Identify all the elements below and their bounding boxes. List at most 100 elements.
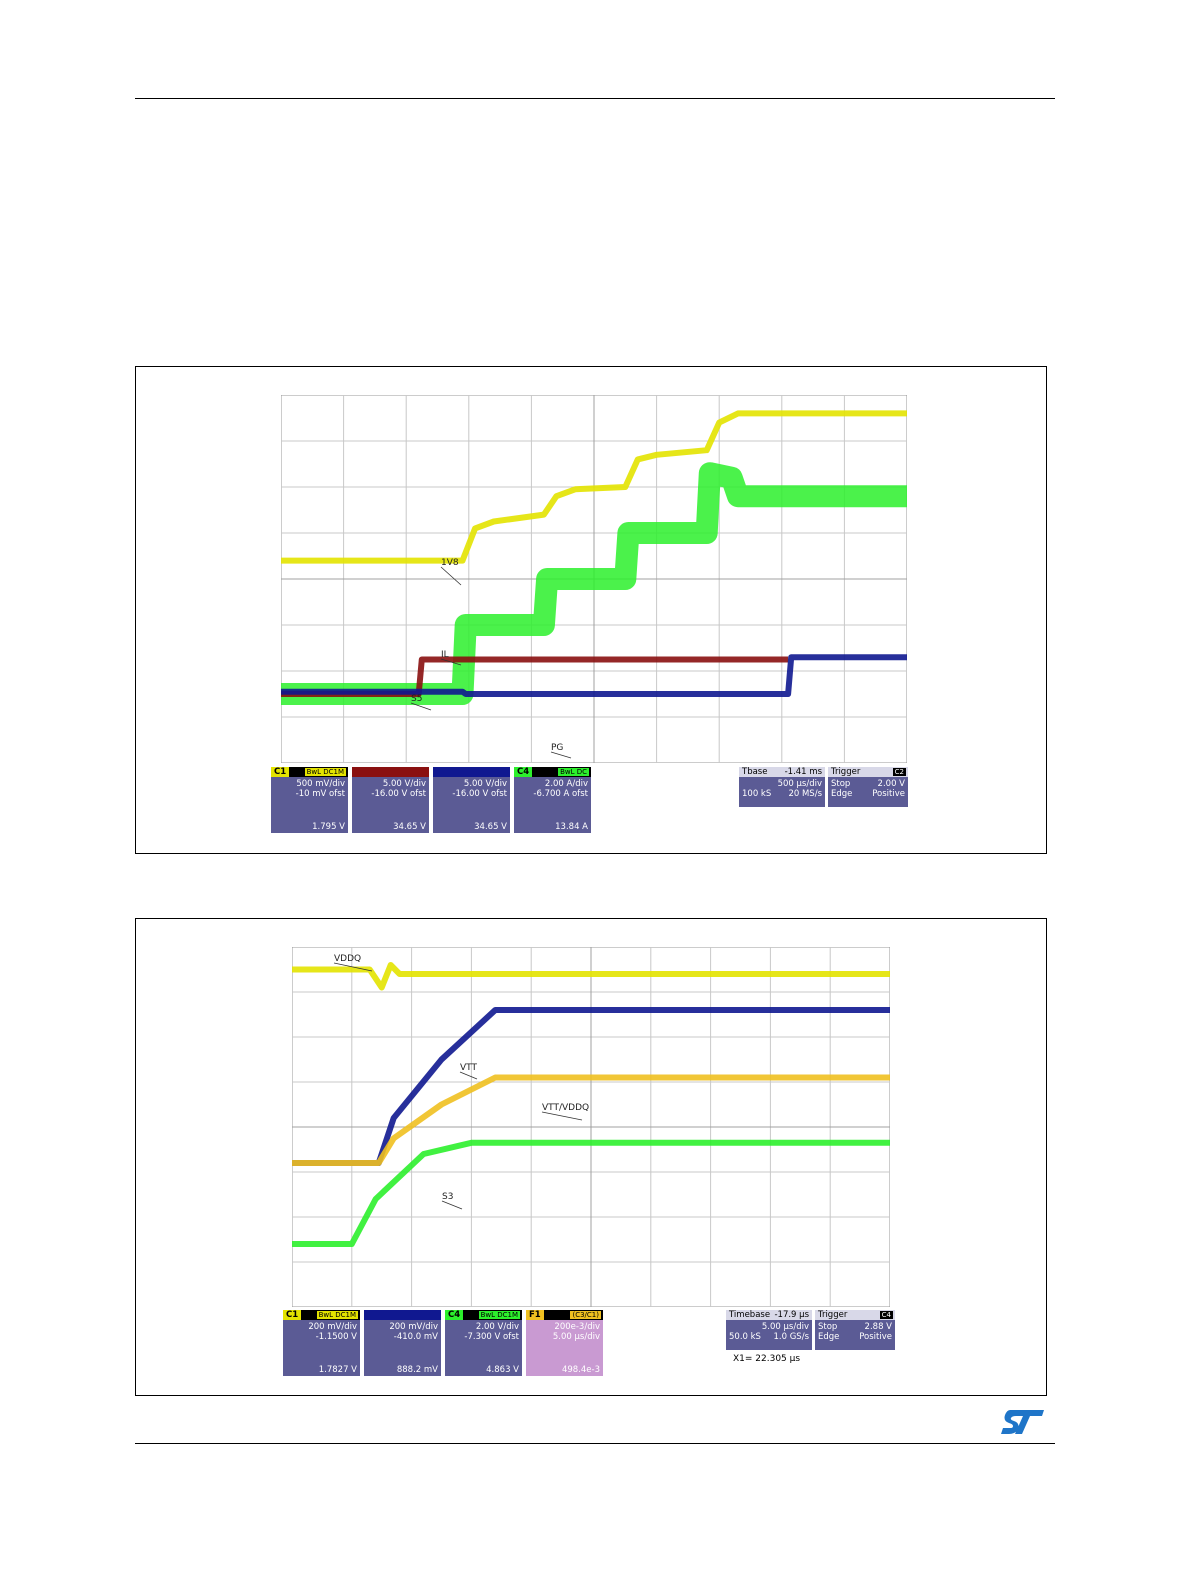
trigger-field: Edge: [818, 1332, 840, 1342]
trigger-channel: C4: [879, 1311, 893, 1319]
channel-setting: 200 mV/div: [308, 1322, 357, 1332]
header-rule: [135, 98, 1055, 99]
channel-setting: 5.00 µs/div: [552, 1332, 600, 1342]
channel-readout: 4.863 V: [445, 1363, 522, 1376]
channel-setting: -6.700 A ofst: [533, 789, 588, 799]
channel-setting: 2.00 A/div: [544, 779, 588, 789]
annotation-leader: [550, 751, 572, 759]
timebase-rate: 20 MS/s: [788, 789, 822, 799]
channel-header: [433, 767, 510, 777]
timebase-scale: 500 µs/div: [777, 779, 822, 789]
channel-value: 888.2 mV: [396, 1365, 438, 1375]
channel-box[interactable]: C1 BwL DC1M 200 mV/div -1.1500 V 1.7827 V: [283, 1310, 360, 1376]
channel-box[interactable]: 5.00 V/div -16.00 V ofst 34.65 V: [433, 767, 510, 833]
channel-setting: 200e-3/div: [554, 1322, 600, 1332]
channel-readout: 34.65 V: [433, 820, 510, 833]
channel-box[interactable]: C4 BwL DC1M 2.00 V/div -7.300 V ofst 4.863 V: [445, 1310, 522, 1376]
channel-id: F1: [526, 1310, 544, 1320]
channel-header: C4 BwL DC: [514, 767, 591, 777]
channel-id: C1: [283, 1310, 302, 1320]
channel-header: C1 BwL DC1M: [283, 1310, 360, 1320]
trigger-field: Stop: [818, 1322, 838, 1332]
annotation-label-vddq: VDDQ: [334, 954, 361, 964]
channel-setting: -16.00 V ofst: [452, 789, 507, 799]
trigger-box[interactable]: Trigger C2 Stop 2.00 V Edge Positive: [828, 767, 908, 807]
channel-coupling-tag: (C3/C1): [570, 1311, 601, 1319]
channel-value: 13.84 A: [555, 822, 588, 832]
channel-header: C1 BwL DC1M: [271, 767, 348, 777]
scope-1-plot: 1V8 IL S5 PG: [281, 395, 907, 763]
trigger-box[interactable]: Trigger C4 Stop 2.88 V Edge Positive: [815, 1310, 895, 1350]
series-vtt-vddq: [292, 1074, 890, 1166]
channel-setting: -410.0 mV: [393, 1332, 438, 1342]
timebase-value: -1.41 ms: [784, 767, 822, 777]
timebase-header: Tbase -1.41 ms: [739, 767, 825, 777]
annotation-leader: [541, 1111, 583, 1121]
annotation-leader: [410, 702, 432, 711]
footer-rule: [135, 1443, 1055, 1444]
annotation-leader: [440, 658, 462, 666]
channel-box[interactable]: C4 BwL DC 2.00 A/div -6.700 A ofst 13.84 A: [514, 767, 591, 833]
scope-2-panel: C1 BwL DC1M 200 mV/div -1.1500 V 1.7827 V 200…: [283, 1310, 898, 1376]
channel-readout: 888.2 mV: [364, 1363, 441, 1376]
channel-readout: 13.84 A: [514, 820, 591, 833]
st-logo-icon: [1001, 1410, 1044, 1434]
timebase-label: Tbase: [742, 767, 768, 777]
channel-header: F1 (C3/C1): [526, 1310, 603, 1320]
channel-value: 34.65 V: [474, 822, 507, 832]
annotation-leader: [459, 1071, 478, 1080]
channel-coupling-tag: BwL DC1M: [304, 768, 346, 776]
channel-box[interactable]: F1 (C3/C1) 200e-3/div 5.00 µs/div 498.4e-3: [526, 1310, 603, 1376]
annotation-leader: [333, 962, 373, 972]
channel-coupling-tag: BwL DC1M: [316, 1311, 358, 1319]
series-pg: [281, 654, 907, 697]
channel-setting: 2.00 V/div: [475, 1322, 519, 1332]
trigger-field: Edge: [831, 789, 853, 799]
trigger-label: Trigger: [831, 767, 861, 777]
channel-header: [352, 767, 429, 777]
trigger-label: Trigger: [818, 1310, 848, 1320]
trigger-field-value: Positive: [872, 789, 905, 799]
scope-1-panel: C1 BwL DC1M 500 mV/div -10 mV ofst 1.795 V 5.…: [271, 767, 911, 833]
timebase-box[interactable]: Timebase -17.9 µs 5.00 µs/div 50.0 kS 1.0 GS…: [726, 1310, 812, 1350]
channel-coupling-tag: BwL DC1M: [478, 1311, 520, 1319]
annotation-label-s5: S5: [411, 694, 422, 704]
trigger-channel: C2: [892, 768, 906, 776]
timebase-label: Timebase: [729, 1310, 771, 1320]
timebase-samples: 50.0 kS: [729, 1332, 761, 1342]
channel-box[interactable]: C1 BwL DC1M 500 mV/div -10 mV ofst 1.795 V: [271, 767, 348, 833]
channel-box[interactable]: 5.00 V/div -16.00 V ofst 34.65 V: [352, 767, 429, 833]
channel-setting: -16.00 V ofst: [371, 789, 426, 799]
annotation-leader: [441, 1200, 463, 1210]
trigger-header: Trigger C4: [815, 1310, 895, 1320]
trigger-field: Stop: [831, 779, 851, 789]
channel-id: C4: [445, 1310, 464, 1320]
channel-value: 1.795 V: [312, 822, 345, 832]
trigger-header: Trigger C2: [828, 767, 908, 777]
annotation-label-s3: S3: [442, 1192, 453, 1202]
annotation-label-vtt: VTT: [460, 1063, 477, 1073]
timebase-rate: 1.0 GS/s: [773, 1332, 810, 1342]
timebase-box[interactable]: Tbase -1.41 ms 500 µs/div 100 kS 20 MS/s: [739, 767, 825, 807]
channel-box[interactable]: 200 mV/div -410.0 mV 888.2 mV: [364, 1310, 441, 1376]
timebase-scale: 5.00 µs/div: [761, 1322, 809, 1332]
timebase-value: -17.9 µs: [774, 1310, 809, 1320]
cursor-readout: X1= 22.305 µs: [733, 1354, 801, 1364]
channel-readout: 34.65 V: [352, 820, 429, 833]
annotation-label-pg: PG: [551, 743, 563, 753]
trigger-field-value: Positive: [859, 1332, 892, 1342]
channel-value: 34.65 V: [393, 822, 426, 832]
series-1v8: [281, 410, 907, 564]
channel-id: C4: [514, 767, 533, 777]
channel-setting: -7.300 V ofst: [464, 1332, 519, 1342]
trigger-field-value: 2.00 V: [877, 779, 905, 789]
series-il: [281, 462, 907, 705]
annotation-label-1v8: 1V8: [441, 558, 459, 568]
scope-2-plot: VDDQ VTT VTT/VDDQ S3: [292, 947, 890, 1307]
channel-id: C1: [271, 767, 290, 777]
channel-header: [364, 1310, 441, 1320]
channel-setting: 500 mV/div: [296, 779, 345, 789]
channel-value: 498.4e-3: [561, 1365, 600, 1375]
annotation-leader: [440, 566, 462, 586]
channel-header: C4 BwL DC1M: [445, 1310, 522, 1320]
